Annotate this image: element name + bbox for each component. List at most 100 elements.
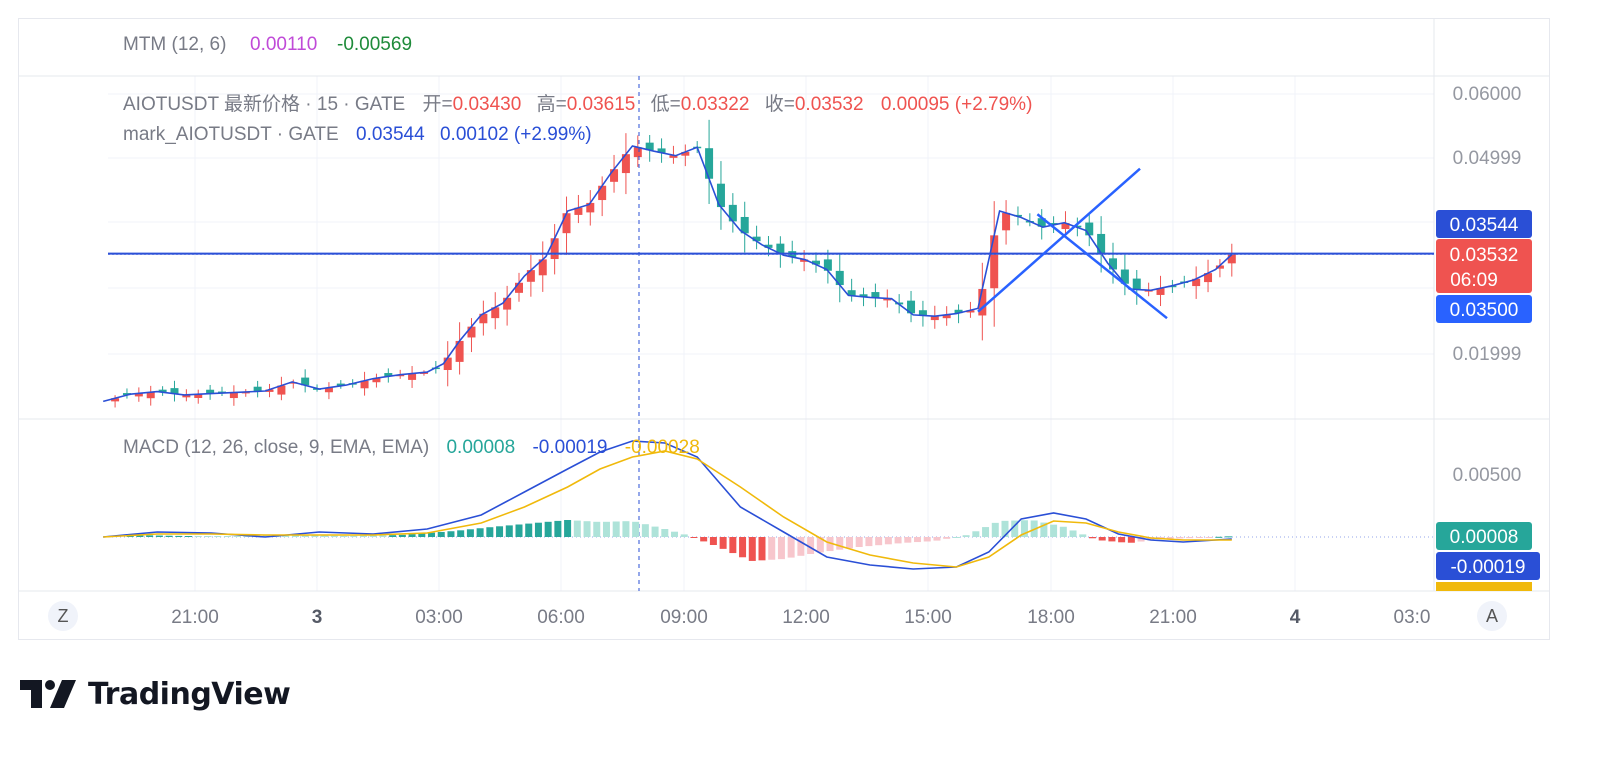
macd-hist-bar	[291, 535, 299, 537]
macd-hist-bar	[564, 520, 572, 537]
macd-hist-bar	[768, 537, 776, 560]
macd-hist-bar	[330, 535, 338, 537]
macd-hist-bar	[1059, 526, 1067, 537]
candle-body	[562, 213, 571, 234]
macd-hist-bar	[359, 535, 367, 537]
macd-hist-bar	[476, 528, 484, 537]
macd-hist-bar	[301, 535, 309, 537]
macd-hist-bar	[350, 535, 358, 537]
candle-body	[1061, 223, 1070, 230]
last-price-badge	[1436, 239, 1532, 293]
macd-hist-bar	[340, 535, 348, 537]
candle-body	[122, 393, 131, 396]
trendlines[interactable]	[977, 167, 1168, 320]
legend-high-label: 高=	[537, 93, 567, 115]
macd-hist-bar	[1166, 537, 1174, 539]
candle-body	[764, 244, 773, 248]
time-axis-label: 09:00	[660, 607, 708, 628]
macd-hist-badge	[1436, 522, 1532, 550]
price-scale[interactable]: 0.06000 0.04999 0.01999	[1453, 84, 1522, 365]
candle-body	[1132, 278, 1141, 290]
candle-body	[800, 259, 809, 262]
legend-mark-value: 0.03544	[356, 124, 425, 145]
macd-hist-bar	[700, 537, 708, 542]
macd-hist-bar	[486, 527, 494, 537]
candle-body	[621, 154, 630, 174]
macd-hist-bar	[962, 535, 970, 537]
candlestick-series	[111, 119, 1236, 408]
macd-hist-bar	[146, 535, 154, 537]
macd-label: MACD (12, 26, close, 9, EMA, EMA)	[123, 437, 429, 458]
chart-frame	[18, 18, 1550, 640]
candle-body	[847, 290, 856, 296]
candle-body	[503, 297, 512, 310]
candle-body	[1049, 223, 1058, 225]
candle-body	[610, 169, 619, 182]
macd-hist-bar	[1069, 530, 1077, 537]
macd-hist-bar	[428, 532, 436, 537]
macd-hist-bar	[457, 530, 465, 537]
time-axis-left-button[interactable]: Z	[48, 601, 78, 631]
time-axis[interactable]: 21:00 3 03:00 06:00 09:00 12:00 15:00 18:00 21:0…	[171, 607, 1430, 628]
macd-hist-bar	[573, 520, 581, 537]
time-axis-label: 18:00	[1027, 607, 1075, 628]
candle-body	[111, 398, 120, 402]
candle-body	[408, 373, 417, 380]
candle-body	[277, 385, 286, 395]
time-axis-label: 03:00	[415, 607, 463, 628]
last-price-badge-text: 0.03532	[1450, 245, 1519, 266]
brand-name: TradingView	[88, 676, 291, 712]
crosshair-price-badge	[1436, 295, 1532, 323]
macd-signal-value: -0.00028	[625, 437, 700, 458]
candle-body	[170, 388, 179, 394]
macd-hist-bar	[875, 537, 883, 546]
candle-body	[229, 392, 238, 399]
macd-hist-bar	[690, 537, 698, 538]
candle-body	[1215, 265, 1224, 269]
candle-body	[823, 259, 832, 271]
countdown-text: 06:09	[1450, 270, 1498, 291]
macd-line-badge	[1436, 552, 1540, 580]
macd-hist-badge-text: 0.00008	[1450, 527, 1519, 548]
candle-body	[942, 314, 951, 319]
price-tick-label: 0.04999	[1453, 148, 1522, 169]
macd-hist-bar	[544, 521, 552, 537]
candle-body	[455, 340, 464, 362]
auto-scale-button[interactable]: A	[1477, 601, 1507, 631]
mtm-value-2: -0.00569	[337, 34, 412, 55]
time-axis-label: 03:0	[1394, 607, 1431, 628]
macd-hist-bar	[641, 524, 649, 537]
macd-hist-bar	[777, 537, 785, 560]
macd-hist-bar	[165, 535, 173, 537]
svg-text:mark_AIOTUSDT · GATE 0.0: mark_AIOTUSDT · GATE 0.03544 0.00102 (+2…	[123, 124, 592, 145]
candle-body	[740, 216, 749, 234]
candle-body	[990, 235, 999, 289]
macd-hist-bar	[1186, 537, 1194, 539]
price-tick-label: 0.06000	[1453, 84, 1522, 105]
macd-hist-bar	[389, 535, 397, 537]
candle-body	[324, 387, 333, 393]
macd-hist-bar	[204, 536, 212, 537]
tradingview-logo-icon	[20, 680, 76, 708]
candle-body	[930, 316, 939, 321]
macd-hist-bar	[739, 537, 747, 558]
candle-body	[1037, 218, 1046, 227]
macd-line-badge-text: -0.00019	[1450, 557, 1525, 578]
macd-hist-bar	[845, 537, 853, 549]
price-badges: 0.03544 0.03532 06:09 0.03500	[1436, 210, 1532, 323]
candle-body	[669, 155, 678, 158]
trendline[interactable]	[977, 167, 1141, 313]
candle-body	[835, 270, 844, 286]
macd-hist-bar	[807, 537, 815, 554]
grid	[108, 76, 1434, 591]
tradingview-logo[interactable]: TradingView	[20, 672, 291, 716]
macd-hist-bar	[1088, 537, 1096, 539]
candle-body	[1227, 254, 1236, 264]
candle-body	[182, 394, 191, 398]
candle-body	[883, 298, 892, 301]
candle-body	[1085, 222, 1094, 236]
candle-body	[728, 204, 737, 222]
macd-hist-bar	[437, 531, 445, 537]
trendline[interactable]	[1036, 213, 1168, 320]
